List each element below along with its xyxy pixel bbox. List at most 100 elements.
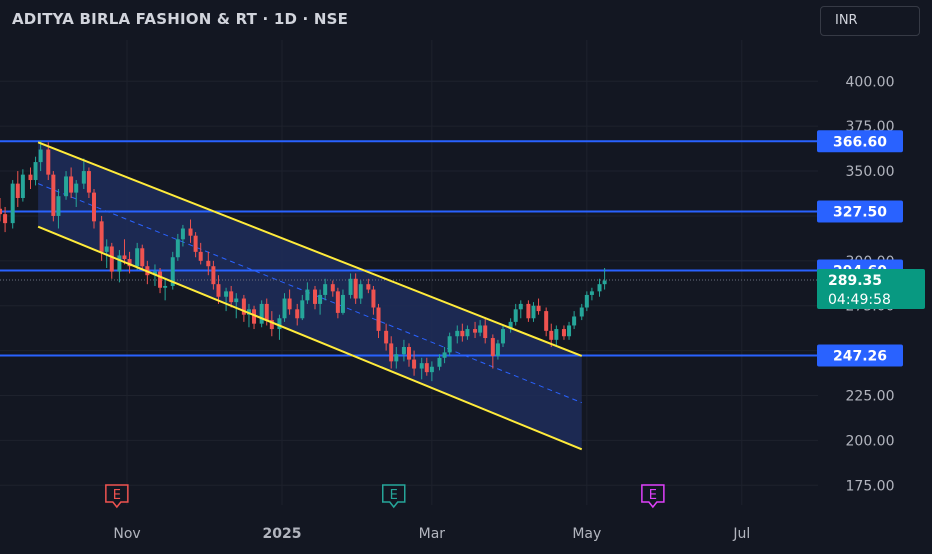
candle-body[interactable] — [140, 248, 145, 267]
candle-body[interactable] — [234, 298, 239, 303]
candle-body[interactable] — [330, 284, 335, 292]
candle-body[interactable] — [483, 325, 488, 339]
earnings-marker[interactable] — [105, 484, 129, 509]
candle-body[interactable] — [412, 359, 417, 369]
candle-body[interactable] — [193, 235, 198, 252]
candle-body[interactable] — [597, 284, 602, 292]
candle-body[interactable] — [69, 176, 74, 193]
candle-body[interactable] — [241, 298, 246, 315]
candle-body[interactable] — [602, 280, 607, 285]
candle-body[interactable] — [384, 330, 389, 344]
candle-body[interactable] — [180, 228, 185, 240]
candle-body[interactable] — [224, 291, 229, 297]
candle-body[interactable] — [33, 162, 38, 181]
candle-body[interactable] — [473, 329, 478, 333]
candle-body[interactable] — [122, 255, 127, 260]
candle-body[interactable] — [152, 271, 157, 276]
candle-body[interactable] — [561, 329, 566, 337]
candle-body[interactable] — [407, 347, 411, 360]
candle-body[interactable] — [135, 248, 140, 267]
candle-body[interactable] — [252, 309, 257, 324]
candle-body[interactable] — [229, 291, 234, 303]
candle-body[interactable] — [358, 284, 363, 299]
earnings-marker[interactable] — [641, 484, 665, 509]
candle-body[interactable] — [109, 246, 114, 272]
candle-body[interactable] — [335, 291, 340, 313]
candle-body[interactable] — [353, 278, 358, 299]
candle-body[interactable] — [175, 239, 180, 258]
candle-body[interactable] — [419, 363, 424, 369]
candle-body[interactable] — [424, 363, 429, 373]
currency-selector[interactable]: INR — [820, 6, 920, 36]
channel-lower-line[interactable] — [37, 225, 583, 451]
candle-body[interactable] — [495, 343, 500, 356]
candle-body[interactable] — [394, 354, 399, 362]
candle-body[interactable] — [318, 294, 323, 304]
candle-body[interactable] — [206, 260, 211, 267]
candle-body[interactable] — [15, 183, 20, 198]
candle-body[interactable] — [508, 321, 513, 330]
candle-body[interactable] — [313, 289, 318, 304]
candle-body[interactable] — [287, 298, 292, 310]
candle-body[interactable] — [295, 309, 300, 319]
candle-body[interactable] — [158, 271, 163, 288]
candle-body[interactable] — [447, 336, 452, 353]
candle-body[interactable] — [211, 266, 216, 285]
candle-body[interactable] — [490, 338, 495, 356]
candle-body[interactable] — [38, 149, 43, 163]
candle-body[interactable] — [117, 255, 122, 272]
candle-body[interactable] — [300, 300, 305, 319]
candle-body[interactable] — [3, 214, 8, 224]
candle-body[interactable] — [259, 303, 264, 324]
candle-body[interactable] — [305, 289, 310, 301]
candle-body[interactable] — [460, 330, 465, 337]
candle-body[interactable] — [500, 329, 505, 344]
candle-body[interactable] — [549, 330, 554, 340]
candle-body[interactable] — [465, 329, 470, 337]
candle-body[interactable] — [198, 251, 203, 261]
candle-body[interactable] — [51, 174, 56, 216]
candle-body[interactable] — [518, 303, 523, 310]
candle-body[interactable] — [536, 305, 541, 312]
candle-body[interactable] — [455, 330, 460, 337]
candle-body[interactable] — [589, 291, 594, 295]
candle-body[interactable] — [513, 309, 518, 322]
candle-body[interactable] — [429, 366, 434, 373]
candle-body[interactable] — [567, 325, 572, 337]
candle-body[interactable] — [91, 192, 96, 222]
candle-body[interactable] — [216, 284, 221, 297]
candle-body[interactable] — [526, 303, 531, 319]
earnings-marker[interactable] — [382, 484, 406, 509]
candle-body[interactable] — [10, 183, 15, 224]
candle-body[interactable] — [163, 285, 168, 288]
candle-body[interactable] — [401, 347, 406, 355]
candle-body[interactable] — [99, 221, 104, 252]
candle-body[interactable] — [170, 257, 175, 286]
candle-body[interactable] — [188, 228, 193, 236]
candle-body[interactable] — [572, 316, 577, 326]
candle-body[interactable] — [442, 352, 447, 358]
candle-body[interactable] — [323, 284, 328, 295]
candle-body[interactable] — [579, 307, 584, 317]
candle-body[interactable] — [127, 259, 132, 267]
candle-body[interactable] — [64, 176, 69, 197]
candle-body[interactable] — [584, 294, 589, 308]
candle-body[interactable] — [389, 343, 394, 362]
candle-body[interactable] — [20, 174, 25, 198]
candle-body[interactable] — [264, 303, 269, 321]
candle-body[interactable] — [74, 183, 79, 193]
candle-body[interactable] — [86, 171, 91, 193]
candle-body[interactable] — [282, 298, 287, 319]
candle-body[interactable] — [544, 311, 549, 331]
candle-body[interactable] — [28, 174, 33, 181]
candle-body[interactable] — [104, 246, 109, 252]
candle-body[interactable] — [554, 329, 559, 340]
candle-body[interactable] — [269, 320, 274, 330]
candle-body[interactable] — [277, 318, 282, 330]
candle-body[interactable] — [376, 307, 381, 331]
candle-body[interactable] — [366, 284, 371, 290]
candle-body[interactable] — [531, 305, 536, 319]
candle-body[interactable] — [46, 149, 51, 175]
